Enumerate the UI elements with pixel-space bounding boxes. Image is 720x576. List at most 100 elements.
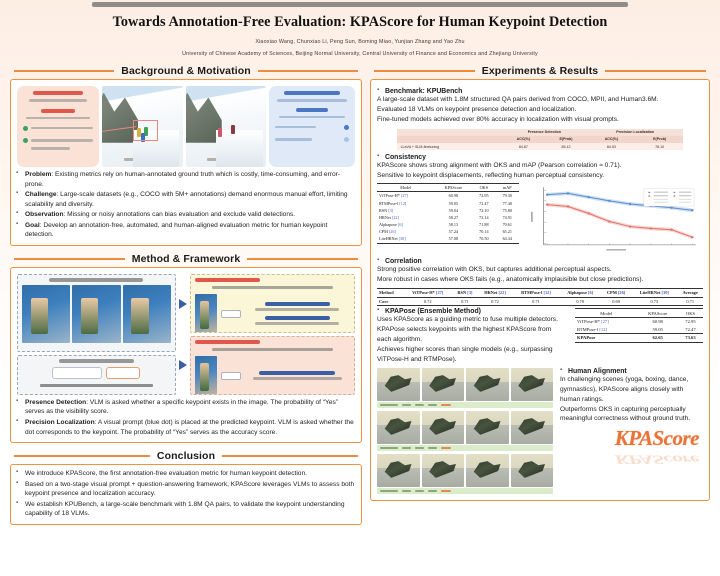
subheading-kpapose: KPAPose (Ensemble Method)	[377, 307, 567, 315]
list-item: Problem: Existing metrics rely on human-…	[16, 169, 356, 189]
cell-value: 0.72	[403, 297, 453, 307]
alignment-image	[510, 410, 553, 444]
cell-value: 57.24	[448, 229, 459, 235]
citation-link[interactable]: [27]	[400, 193, 408, 199]
score-value	[428, 446, 437, 449]
cell-model: ViTPose-H* [27]	[377, 192, 435, 200]
panel-title-bar	[32, 91, 84, 96]
model-name: ViTPose-H*	[379, 193, 400, 199]
cell-value: 74.91	[502, 214, 512, 220]
header-text: ViTPose-H*	[412, 290, 435, 296]
citation-link[interactable]: [6]	[397, 222, 403, 228]
table-row: Corr 0.72 0.71 0.72 0.71 0.70 0.69 0.73 …	[377, 297, 703, 307]
citation-link[interactable]: [26]	[617, 290, 626, 296]
table-header-row: Presence Detection Precision Localizatio…	[396, 128, 684, 136]
chart-point	[545, 193, 549, 196]
detector-image	[72, 284, 121, 343]
citation-link[interactable]: [27]	[601, 319, 609, 325]
skier-marker	[217, 128, 222, 138]
method-vlm-panel	[17, 354, 176, 395]
citation-link[interactable]: [12]	[599, 326, 607, 332]
list-item: We introduce KPAScore, the first annotat…	[16, 468, 356, 479]
panel-option-row	[275, 136, 349, 144]
panel-line	[277, 99, 347, 102]
panel-line	[275, 125, 317, 129]
cell-value: 0.71	[452, 297, 478, 307]
cell-value: 60.98	[448, 193, 459, 199]
cell-oks: 72.95	[685, 319, 696, 325]
left-column: Background & Motivation	[10, 2, 628, 532]
conclusion-bullet-list: We introduce KPAScore, the first annotat…	[16, 468, 356, 519]
header-text: RTMPose-l	[521, 290, 543, 296]
cell-value: 77.40	[502, 200, 512, 206]
alignment-image	[421, 367, 464, 401]
chart-point	[608, 220, 611, 223]
consistency-line-1: KPAScore shows strong alignment with OKS…	[377, 162, 622, 170]
subheading-correlation: Correlation	[377, 257, 703, 265]
citation-link[interactable]: [22]	[391, 214, 399, 220]
cell-value: 0.71	[677, 297, 703, 307]
arrow-right-icon	[178, 299, 187, 310]
list-item: Based on a two-stage visual prompt + que…	[16, 479, 356, 499]
score-value	[402, 403, 411, 406]
header-cell: Model	[575, 308, 638, 318]
skier-marker	[137, 128, 142, 138]
header-cell: Presence Detection	[501, 128, 588, 136]
bullet-text: : A visual prompt (blue dot) is placed a…	[25, 418, 354, 436]
header-cell: ACC(%)	[501, 135, 545, 144]
section-header-method: Method & Framework	[10, 253, 362, 265]
alignment-image	[377, 453, 420, 487]
citation-link[interactable]: [27]	[435, 290, 444, 296]
section-title: Method & Framework	[131, 252, 241, 265]
stage2-thumbnail	[194, 355, 217, 394]
header-cell: ACC(%)	[587, 135, 636, 144]
cell-value: 65.21	[502, 229, 512, 235]
cell-model: CPM [26]	[377, 228, 435, 235]
cell-value: 0.70	[559, 297, 601, 307]
rule-left	[14, 257, 125, 260]
caption-bar	[207, 158, 245, 162]
method-detector-panel	[17, 273, 176, 352]
header-cell: Precision Localization	[587, 128, 684, 136]
citation-link[interactable]: [30]	[398, 236, 406, 242]
table-row: LiteHRNet [30] 57.08 70.50 64.34	[377, 235, 519, 244]
panel-line	[275, 138, 312, 141]
citation-link[interactable]: [30]	[661, 290, 669, 296]
cell-value: 59.04	[448, 207, 459, 213]
citation-link[interactable]: [3]	[467, 290, 473, 296]
citation-link[interactable]: [26]	[388, 229, 396, 235]
equation-line	[253, 377, 342, 381]
cell-value: 57.08	[434, 235, 473, 244]
consistency-line-2: Sensitive to keypoint displacements, ref…	[377, 172, 605, 180]
header-cell: Method	[377, 287, 404, 298]
table-row: LLaVA + SLM-finetuning 84.67 85.12 84.53…	[396, 143, 684, 151]
citation-link[interactable]: [3]	[388, 207, 394, 213]
cell-value: 59.05	[448, 200, 459, 206]
detector-image	[122, 284, 171, 343]
section-title: Background & Motivation	[121, 65, 251, 78]
section-experiments: Experiments & Results Benchmark: KPUBenc…	[370, 65, 710, 501]
cell-kpascore: 62.65	[637, 333, 678, 343]
equation-line	[255, 322, 340, 326]
chart-point	[690, 209, 694, 212]
citation-link[interactable]: [12]	[543, 290, 551, 296]
list-item: Presence Detection: VLM is asked whether…	[16, 397, 356, 417]
citation-link[interactable]: [12]	[399, 200, 407, 206]
panel-title-bar	[49, 277, 144, 282]
background-bullet-list: Problem: Existing metrics rely on human-…	[16, 169, 356, 240]
equation-line	[255, 308, 340, 312]
table-header-row: Model KPAScore OKS	[575, 308, 703, 318]
table-row: Alphapose [6] 58.13 71.88 70.61	[377, 221, 519, 228]
header-text: CPM	[606, 290, 617, 296]
list-item: Challenge: Large-scale datasets (e.g., C…	[16, 189, 356, 209]
header-text: LiteHRNet	[639, 290, 661, 296]
citation-link[interactable]: [22]	[498, 290, 506, 296]
cell-value: 84.67	[501, 143, 545, 151]
chart-point	[649, 227, 653, 230]
score-highlight	[441, 489, 451, 492]
table-header-row: Method ViTPose-H* [27] RSN [3] HRNet [22…	[377, 287, 703, 298]
citation-link[interactable]: [6]	[588, 290, 594, 296]
alignment-score-bar	[377, 444, 553, 451]
chart-line-OKS	[547, 192, 693, 211]
alignment-image	[377, 410, 420, 444]
